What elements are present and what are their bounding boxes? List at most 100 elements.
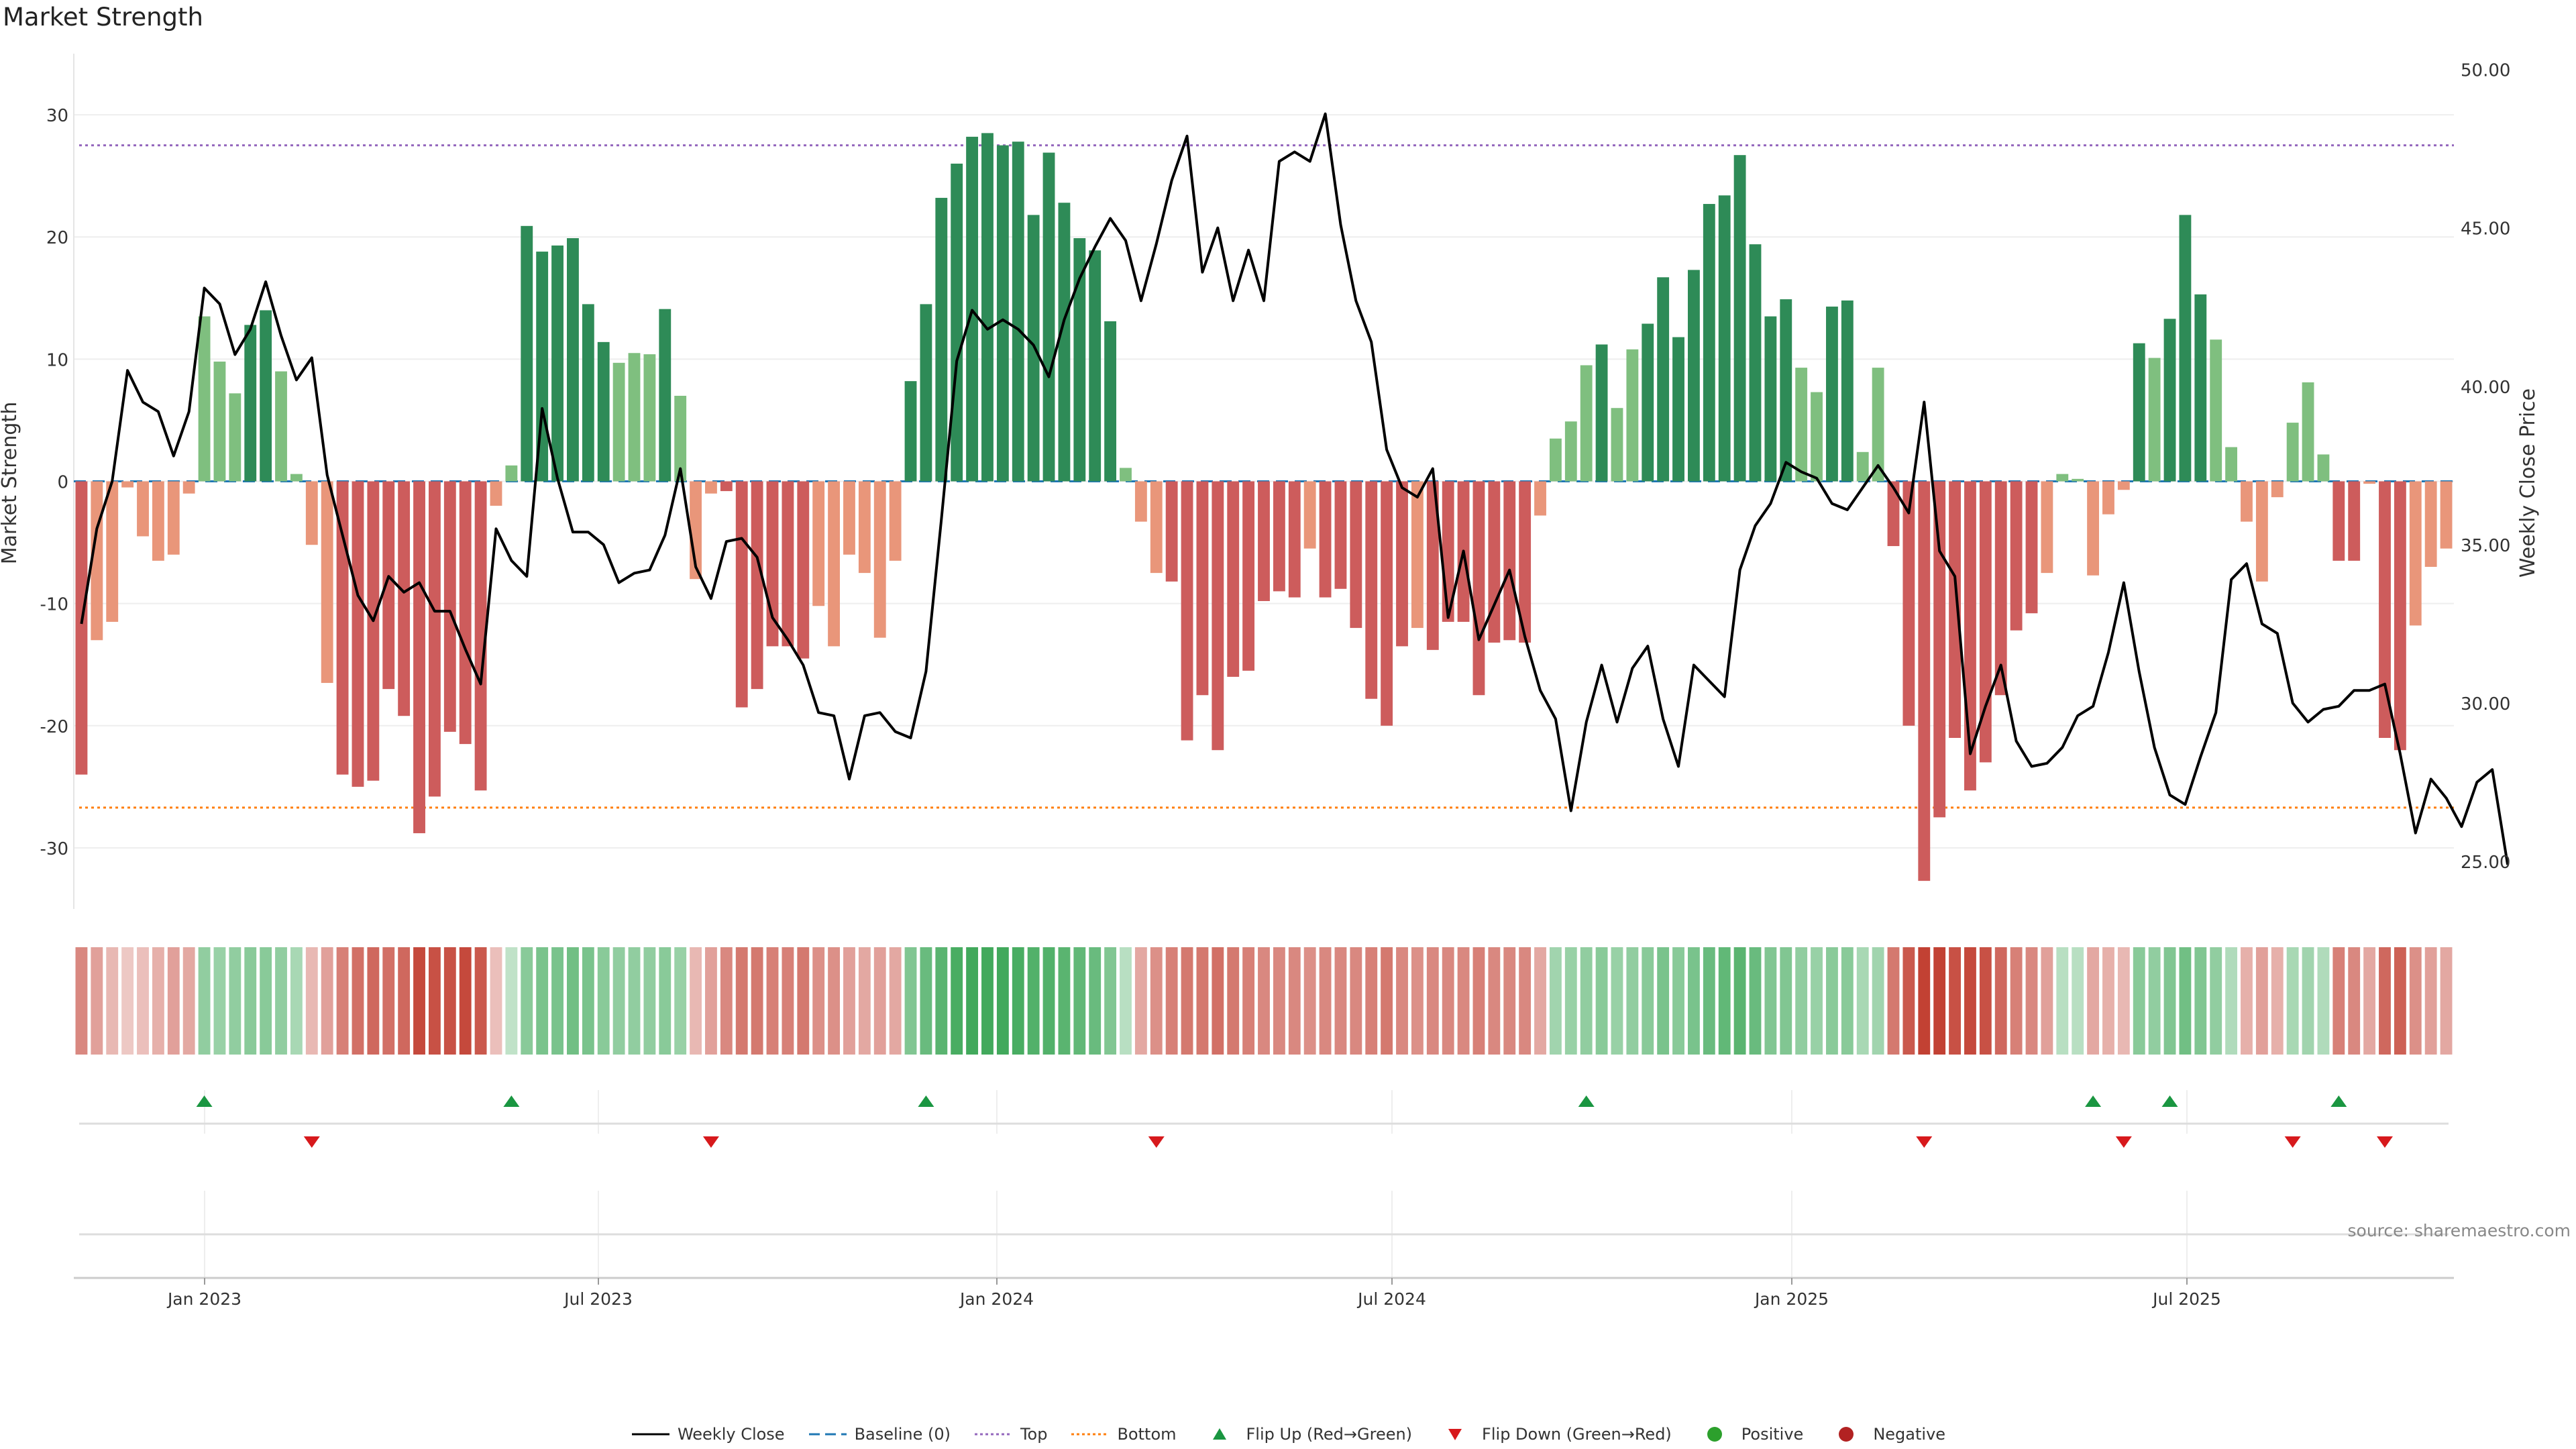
strength-bar (1350, 481, 1362, 629)
strength-bar (336, 481, 349, 775)
strength-bar (2072, 478, 2084, 482)
strength-bar (198, 316, 211, 482)
flip-down-marker (1916, 1136, 1933, 1148)
strength-bar (843, 481, 855, 555)
strength-bar (1165, 481, 1178, 582)
strip-cell (1227, 947, 1240, 1055)
y-tick-label: 10 (46, 350, 68, 370)
strip-cell (521, 947, 533, 1055)
strength-bar (2225, 447, 2238, 482)
legend-label: Flip Up (Red→Green) (1246, 1425, 1413, 1444)
flip-up-marker (1578, 1095, 1595, 1107)
strength-bar (1626, 349, 1639, 482)
strip-cell (1657, 947, 1670, 1055)
strength-bar (382, 481, 395, 690)
strength-bar (1534, 481, 1546, 516)
strip-cell (352, 947, 364, 1055)
strip-cell (305, 947, 318, 1055)
strip-cell (966, 947, 979, 1055)
strip-cell (1841, 947, 1854, 1055)
strip-cell (91, 947, 103, 1055)
legend-label: Weekly Close (677, 1425, 785, 1444)
strength-bar (2332, 481, 2345, 561)
y2-tick-label: 35.00 (2461, 536, 2510, 556)
strip-cell (2179, 947, 2192, 1055)
x-tick-label: Jan 2023 (166, 1289, 241, 1309)
legend-item: Bottom (1070, 1425, 1177, 1444)
strip-cell (1273, 947, 1285, 1055)
strength-bar (797, 481, 810, 659)
strength-bar (2255, 481, 2268, 582)
y2-tick-label: 40.00 (2461, 378, 2510, 398)
strip-cell (2025, 947, 2038, 1055)
strip-cell (1089, 947, 1102, 1055)
strip-cell (398, 947, 411, 1055)
strip-cell (1626, 947, 1639, 1055)
strip-cell (981, 947, 994, 1055)
strength-bar (1780, 299, 1792, 482)
strip-cell (2317, 947, 2330, 1055)
strength-bar (1120, 468, 1132, 482)
flip-up-marker (2085, 1095, 2102, 1107)
strength-bar (1733, 155, 1746, 482)
strip-cell (597, 947, 610, 1055)
strip-cell (1811, 947, 1823, 1055)
strength-bar (1918, 481, 1931, 881)
legend-item: Baseline (0) (808, 1425, 951, 1444)
strength-bar (2394, 481, 2406, 751)
strip-cell (474, 947, 487, 1055)
strength-bar (1273, 481, 1285, 592)
strength-bar (1150, 481, 1163, 574)
strength-bar (1381, 481, 1393, 726)
strength-bar (367, 481, 380, 781)
y-tick-label: 20 (46, 228, 68, 248)
y2-tick-label: 30.00 (2461, 694, 2510, 714)
strip-cell (490, 947, 502, 1055)
strength-bar (121, 481, 134, 488)
strength-bar (2348, 481, 2361, 561)
strip-cell (260, 947, 272, 1055)
strip-cell (1027, 947, 1040, 1055)
strength-bar (1334, 481, 1347, 589)
strip-cell (828, 947, 840, 1055)
strip-cell (505, 947, 518, 1055)
strength-bar (1519, 481, 1532, 643)
flip-up-marker (2330, 1095, 2347, 1107)
strip-cell (1933, 947, 1946, 1055)
strip-cell (1642, 947, 1654, 1055)
y-tick-label: 30 (46, 106, 68, 126)
strength-bar (1703, 204, 1715, 482)
strength-bars (75, 133, 2453, 881)
strip-cell (1365, 947, 1378, 1055)
strip-cell (628, 947, 641, 1055)
strip-cell (659, 947, 672, 1055)
legend-item: Weekly Close (631, 1425, 785, 1444)
strength-bar (1688, 270, 1700, 482)
y-tick-label: -30 (40, 839, 68, 859)
strip-cell (1872, 947, 1884, 1055)
legend-item: Negative (1826, 1425, 1945, 1444)
strength-bar (674, 396, 687, 482)
strength-bar (428, 481, 441, 797)
weekly-close-line (80, 112, 2510, 865)
strength-bar (2194, 294, 2207, 482)
dot-pos-swatch (1707, 1427, 1722, 1442)
strip-cell (1964, 947, 1976, 1055)
strength-bar (2148, 358, 2161, 482)
strength-bar (1426, 481, 1439, 650)
legend-item: Top (973, 1425, 1047, 1444)
strength-bar (1811, 392, 1823, 482)
strength-bar (1227, 481, 1240, 677)
flip-up-marker (503, 1095, 520, 1107)
strength-bar (720, 481, 733, 492)
strength-bar (1396, 481, 1408, 647)
strip-cell (2409, 947, 2422, 1055)
legend: Weekly Close Baseline (0) Top Bottom Flip Up… (0, 1425, 2576, 1444)
flip-up-marker (196, 1095, 213, 1107)
strength-bar (2286, 423, 2299, 482)
strip-cell (1120, 947, 1132, 1055)
strength-bar (398, 481, 411, 716)
strip-cell (843, 947, 855, 1055)
strength-bar (1642, 323, 1654, 482)
legend-label: Negative (1873, 1425, 1946, 1444)
